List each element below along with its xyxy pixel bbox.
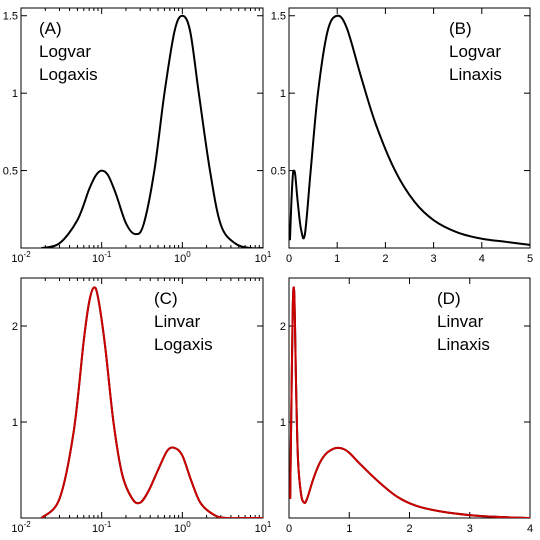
y-tick-label: 1 xyxy=(280,417,286,429)
panel-label-line-3: Logaxis xyxy=(39,65,98,84)
x-tick-label: 2 xyxy=(406,523,412,535)
plot-frame xyxy=(288,277,531,519)
x-tick-exponent: 1 xyxy=(267,250,272,259)
x-tick-base: 10 xyxy=(92,253,104,265)
x-tick-label: 1 xyxy=(346,523,352,535)
x-tick-exponent: -1 xyxy=(104,250,112,259)
panel-label-line-1: (A) xyxy=(39,19,62,38)
x-tick-exponent: 0 xyxy=(186,250,191,259)
y-tick-label: 1 xyxy=(12,417,18,429)
panel-label-line-1: (D) xyxy=(437,289,461,308)
y-tick-label: 0.5 xyxy=(3,166,18,178)
series-line-1 xyxy=(289,14,530,246)
x-tick-label: 100 xyxy=(174,520,191,535)
x-tick-exponent: -2 xyxy=(24,250,32,259)
x-tick-label: 10-1 xyxy=(92,520,112,535)
x-tick-base: 10 xyxy=(174,253,186,265)
series-line-1 xyxy=(289,286,530,518)
x-tick-exponent: 1 xyxy=(267,520,272,529)
panel-label-line-2: Logvar xyxy=(39,42,91,61)
x-tick-label: 10-2 xyxy=(11,250,31,265)
panel-label-line-3: Linaxis xyxy=(437,335,490,354)
y-tick-label: 1.5 xyxy=(271,11,286,23)
panel-label-line-2: Logvar xyxy=(449,42,501,61)
series-line-2 xyxy=(289,286,530,518)
x-tick-base: 10 xyxy=(255,523,267,535)
x-tick-label: 10-2 xyxy=(11,520,31,535)
panel-label-line-2: Linvar xyxy=(437,312,484,331)
series-line-2 xyxy=(40,286,263,518)
panel-label-line-1: (B) xyxy=(449,19,472,38)
x-tick-label: 0 xyxy=(286,523,292,535)
x-tick-label: 3 xyxy=(431,253,437,265)
series-line-1 xyxy=(41,14,263,248)
x-tick-base: 10 xyxy=(174,523,186,535)
x-tick-base: 10 xyxy=(11,523,23,535)
y-tick-label: 1 xyxy=(280,88,286,100)
x-tick-label: 5 xyxy=(527,253,533,265)
x-tick-label: 4 xyxy=(479,253,485,265)
x-tick-label: 3 xyxy=(467,523,473,535)
x-tick-label: 101 xyxy=(255,520,272,535)
plot-frame xyxy=(288,7,531,249)
plot-frame xyxy=(20,7,264,249)
y-tick-label: 0.5 xyxy=(271,166,286,178)
panel-label-line-1: (C) xyxy=(154,289,178,308)
x-tick-label: 10-1 xyxy=(92,250,112,265)
plot-frame xyxy=(20,277,264,519)
y-tick-label: 1 xyxy=(12,88,18,100)
y-tick-label: 1.5 xyxy=(3,11,18,23)
x-tick-label: 4 xyxy=(527,523,533,535)
panel-label-line-3: Logaxis xyxy=(154,335,213,354)
x-tick-label: 0 xyxy=(286,253,292,265)
x-tick-base: 10 xyxy=(11,253,23,265)
chart-panel-4: 0 1 2 3 4 1 2 (D) Linvar Linaxis xyxy=(280,277,533,535)
x-tick-label: 1 xyxy=(334,253,340,265)
y-tick-label: 2 xyxy=(280,321,286,333)
chart-panel-2: 0 1 2 3 4 5 0.5 1 1.5 (B) Logvar Linaxis xyxy=(271,7,533,265)
x-tick-base: 10 xyxy=(92,523,104,535)
x-tick-exponent: 0 xyxy=(186,520,191,529)
x-tick-base: 10 xyxy=(255,253,267,265)
x-tick-exponent: -2 xyxy=(24,520,32,529)
x-tick-label: 100 xyxy=(174,250,191,265)
x-tick-label: 101 xyxy=(255,250,272,265)
x-tick-exponent: -1 xyxy=(104,520,112,529)
panel-label-line-3: Linaxis xyxy=(449,65,502,84)
panel-label-line-2: Linvar xyxy=(154,312,201,331)
y-tick-label: 2 xyxy=(12,321,18,333)
x-tick-label: 2 xyxy=(382,253,388,265)
